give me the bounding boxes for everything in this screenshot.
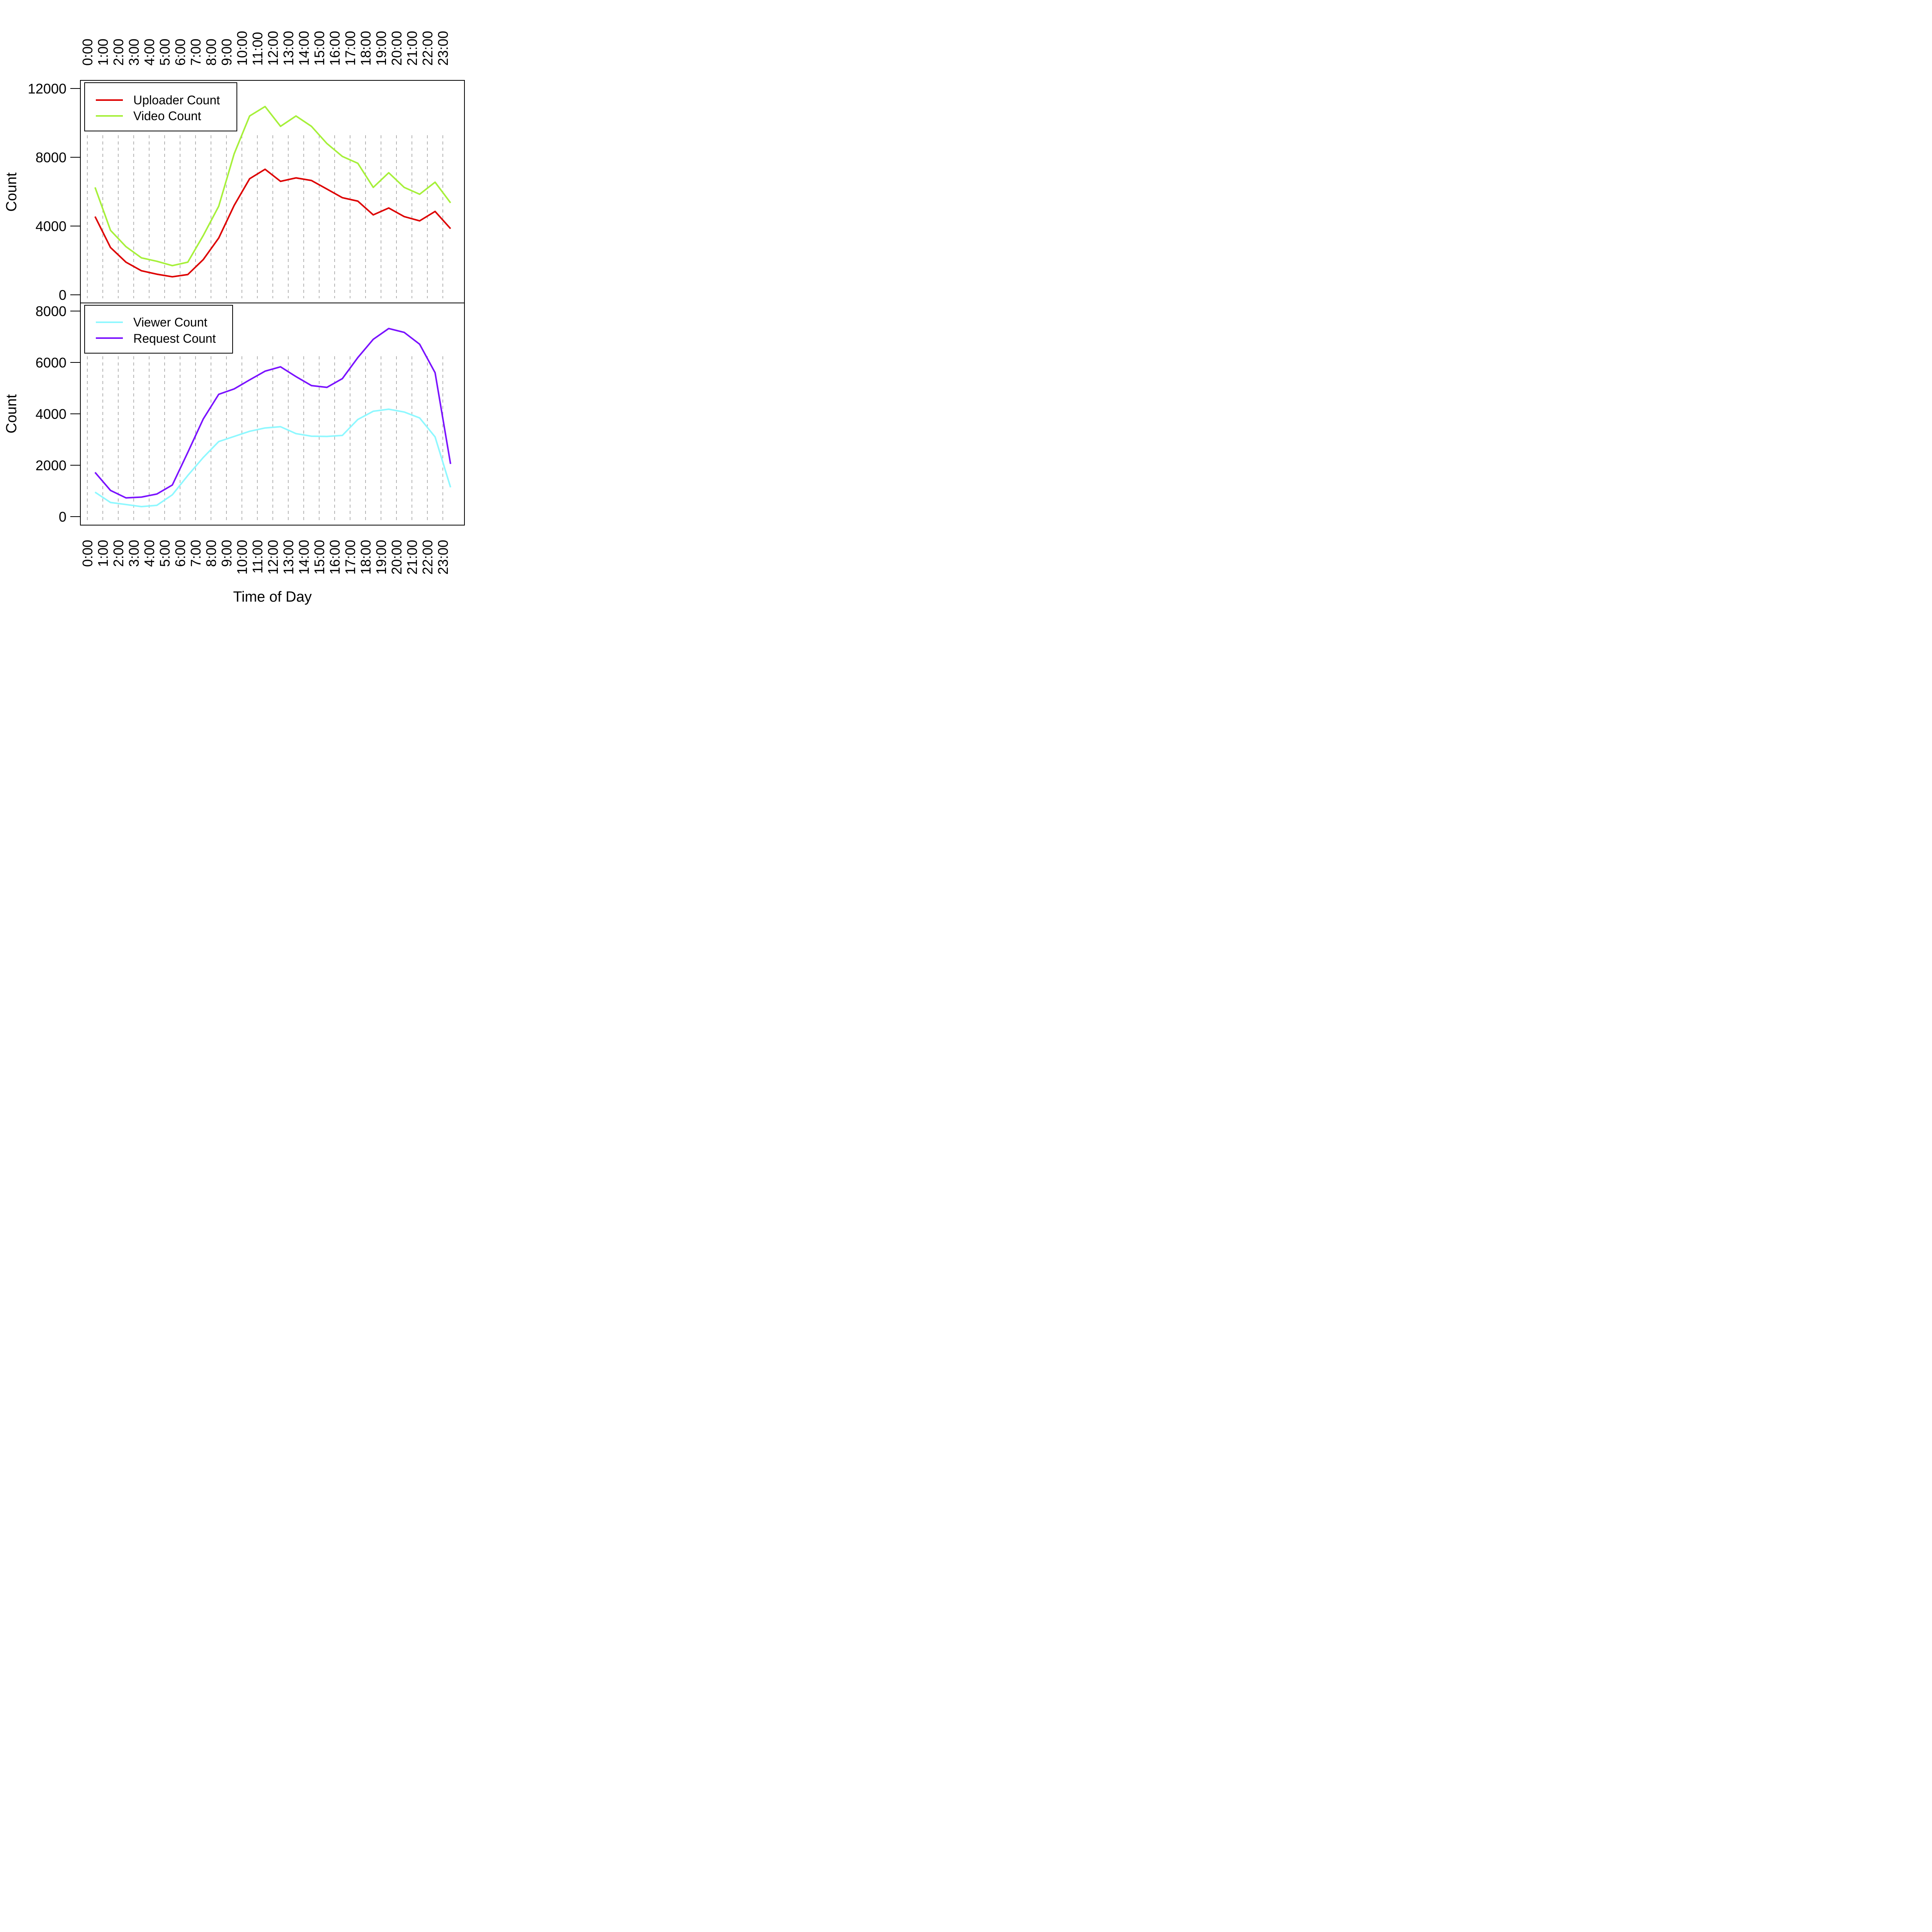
x-tick-label-top-16-00: 16:00 bbox=[327, 31, 343, 66]
x-tick-label-top-21-00: 21:00 bbox=[404, 31, 420, 66]
y-tick-label-p1-8000: 8000 bbox=[36, 150, 66, 165]
y-tick-label-p1-0: 0 bbox=[59, 287, 66, 303]
x-tick-label-bottom-6-00: 6:00 bbox=[172, 540, 188, 567]
x-tick-label-top-22-00: 22:00 bbox=[420, 31, 435, 66]
legend-label-uploader-count: Uploader Count bbox=[133, 93, 220, 107]
x-tick-label-top-7-00: 7:00 bbox=[188, 39, 204, 66]
grid-layer bbox=[87, 135, 443, 522]
x-tick-label-top-15-00: 15:00 bbox=[311, 31, 327, 66]
x-tick-label-bottom-1-00: 1:00 bbox=[95, 540, 111, 567]
x-tick-label-top-9-00: 9:00 bbox=[219, 39, 235, 66]
series-line-request-count bbox=[94, 328, 451, 499]
axis-layer: 04000800012000020004000600080000:000:001… bbox=[28, 31, 451, 575]
x-tick-label-top-18-00: 18:00 bbox=[358, 31, 374, 66]
y-tick-label-p1-12000: 12000 bbox=[28, 81, 66, 97]
x-tick-label-top-19-00: 19:00 bbox=[373, 31, 389, 66]
x-tick-label-top-1-00: 1:00 bbox=[95, 39, 111, 66]
x-tick-label-bottom-22-00: 22:00 bbox=[420, 540, 435, 575]
series-layer bbox=[94, 105, 451, 508]
legend-label-video-count: Video Count bbox=[133, 109, 201, 123]
legend-top: Uploader Count Video Count bbox=[84, 82, 237, 131]
x-tick-label-bottom-14-00: 14:00 bbox=[296, 540, 312, 575]
y-tick-label-p2-2000: 2000 bbox=[36, 457, 66, 473]
legend-top-box bbox=[84, 82, 237, 131]
x-tick-label-bottom-10-00: 10:00 bbox=[234, 540, 250, 575]
y-tick-label-p2-4000: 4000 bbox=[36, 406, 66, 422]
x-tick-label-bottom-18-00: 18:00 bbox=[358, 540, 374, 575]
y-tick-label-p2-8000: 8000 bbox=[36, 303, 66, 319]
x-tick-label-top-14-00: 14:00 bbox=[296, 31, 312, 66]
x-tick-label-top-3-00: 3:00 bbox=[126, 39, 142, 66]
x-tick-label-top-13-00: 13:00 bbox=[281, 31, 296, 66]
x-tick-label-top-10-00: 10:00 bbox=[234, 31, 250, 66]
x-tick-label-bottom-23-00: 23:00 bbox=[435, 540, 451, 575]
legend-layer: Uploader Count Video Count Viewer Count … bbox=[84, 82, 237, 354]
x-tick-label-bottom-8-00: 8:00 bbox=[203, 540, 219, 567]
legend-label-request-count: Request Count bbox=[133, 332, 216, 345]
series-line-video-count bbox=[94, 105, 451, 267]
x-tick-label-top-17-00: 17:00 bbox=[342, 31, 358, 66]
series-line-uploader-count bbox=[94, 168, 451, 278]
legend-label-viewer-count: Viewer Count bbox=[133, 315, 207, 329]
x-tick-label-bottom-17-00: 17:00 bbox=[342, 540, 358, 575]
x-tick-label-bottom-20-00: 20:00 bbox=[389, 540, 405, 575]
x-tick-label-top-6-00: 6:00 bbox=[172, 39, 188, 66]
legend-bottom-box bbox=[84, 305, 233, 354]
x-tick-label-top-20-00: 20:00 bbox=[389, 31, 405, 66]
x-tick-label-top-5-00: 5:00 bbox=[157, 39, 173, 66]
frame-layer bbox=[80, 80, 465, 526]
x-tick-label-bottom-21-00: 21:00 bbox=[404, 540, 420, 575]
x-tick-label-bottom-2-00: 2:00 bbox=[111, 540, 126, 567]
x-tick-label-bottom-9-00: 9:00 bbox=[219, 540, 235, 567]
y-tick-label-p2-6000: 6000 bbox=[36, 355, 66, 371]
legend-bottom: Viewer Count Request Count bbox=[84, 305, 233, 354]
x-tick-label-top-2-00: 2:00 bbox=[111, 39, 126, 66]
x-tick-label-bottom-0-00: 0:00 bbox=[80, 540, 95, 567]
x-tick-label-bottom-13-00: 13:00 bbox=[281, 540, 296, 575]
x-tick-label-bottom-5-00: 5:00 bbox=[157, 540, 173, 567]
x-tick-label-bottom-11-00: 11:00 bbox=[250, 540, 265, 573]
x-tick-label-top-11-00: 11:00 bbox=[250, 32, 265, 66]
x-tick-label-bottom-16-00: 16:00 bbox=[327, 540, 343, 575]
x-tick-label-top-4-00: 4:00 bbox=[141, 39, 157, 66]
x-axis-label: Time of Day bbox=[233, 589, 311, 605]
y-axis-label-bottom: Count bbox=[3, 394, 20, 434]
x-tick-label-bottom-15-00: 15:00 bbox=[311, 540, 327, 575]
x-tick-label-bottom-3-00: 3:00 bbox=[126, 540, 142, 567]
x-tick-label-bottom-7-00: 7:00 bbox=[188, 540, 204, 567]
x-tick-label-top-23-00: 23:00 bbox=[435, 31, 451, 66]
x-tick-label-bottom-4-00: 4:00 bbox=[141, 540, 157, 567]
x-tick-label-bottom-19-00: 19:00 bbox=[373, 540, 389, 575]
series-line-viewer-count bbox=[94, 408, 451, 508]
x-tick-label-top-12-00: 12:00 bbox=[265, 31, 281, 66]
y-axis-label-top: Count bbox=[3, 172, 20, 212]
x-tick-label-top-0-00: 0:00 bbox=[80, 39, 95, 66]
x-tick-label-top-8-00: 8:00 bbox=[203, 39, 219, 66]
x-tick-label-bottom-12-00: 12:00 bbox=[265, 540, 281, 575]
chart: 04000800012000020004000600080000:000:001… bbox=[3, 31, 465, 605]
y-tick-label-p1-4000: 4000 bbox=[36, 218, 66, 234]
y-tick-label-p2-0: 0 bbox=[59, 509, 66, 525]
